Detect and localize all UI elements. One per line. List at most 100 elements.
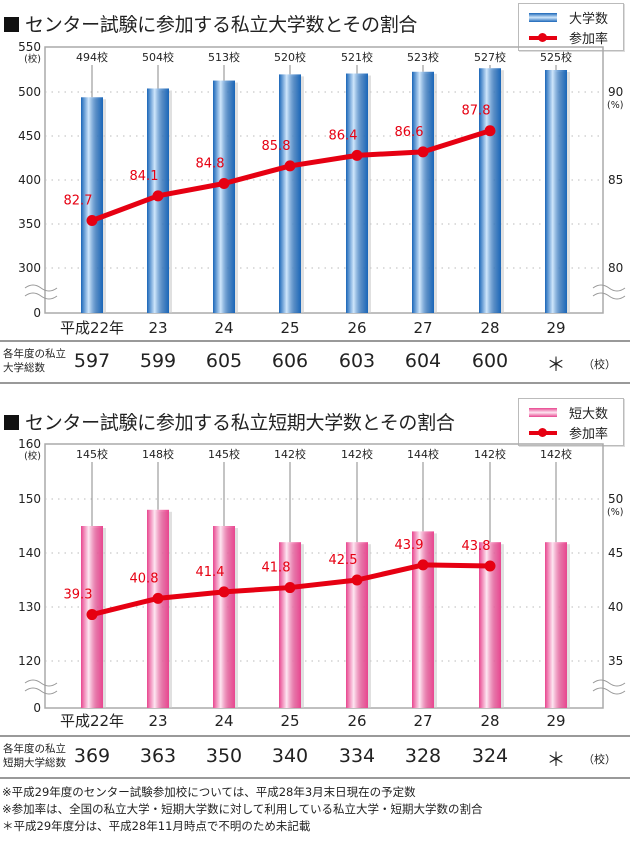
rate-point [417,146,429,158]
line-swatch-icon [529,32,557,42]
rate-point [86,214,98,226]
y2-tick-label: 50 [608,492,623,506]
legend-line-label: 参加率 [569,31,609,47]
axis-break-icon [24,687,58,695]
table-cell: 600 [471,350,509,372]
y-tick-label: 300 [18,261,41,275]
rate-value-label: 43.9 [395,538,424,553]
axis-break-icon [592,687,626,695]
x-tick-label: 24 [214,319,233,337]
axis-break-icon [24,284,58,292]
legend-bar-item: 大学数 [529,7,608,27]
rate-value-label: 86.6 [395,125,424,140]
rate-value-label: 43.8 [462,539,491,554]
table-cell: 599 [139,350,177,372]
bar-value-label: 494校 [76,50,108,64]
rate-point [484,125,496,137]
bar [279,74,301,314]
square-bullet-icon [4,415,19,430]
bar-value-label: 142校 [274,447,306,461]
legend-bar-label: 短大数 [569,406,609,422]
bar-value-label: 513校 [208,50,240,64]
bar [147,509,169,708]
y2-tick-label: 80 [608,261,623,275]
chart2-table-unit: （校） [583,753,616,766]
legend-bar-item: 短大数 [529,402,608,422]
bar-value-label: 527校 [474,50,506,64]
rate-point [152,190,164,202]
bar [213,526,235,708]
bar-swatch-icon [529,407,557,417]
line-swatch-icon [529,427,557,437]
footnotes: ※平成29年度のセンター試験参加校については、平成28年3月末日現在の予定数 ※… [2,784,482,835]
table-cell: 369 [73,745,111,767]
rate-point [417,559,429,571]
axis-break-icon [592,679,626,687]
x-tick-label: 27 [413,319,432,337]
y2-tick-label: 85 [608,173,623,187]
y2-tick-label: 45 [608,546,623,560]
table-cell: 334 [338,745,376,767]
rate-point [218,586,230,598]
x-tick-label: 28 [480,319,499,337]
chart1-legend: 大学数 参加率 [518,3,624,51]
chart2-title: センター試験に参加する私立短期大学数とその割合 [4,408,455,435]
table-cell: ＊ [546,354,566,376]
rate-point [351,149,363,161]
y-tick-label: 150 [18,492,41,506]
rate-point [284,582,296,594]
y-tick-label: 0 [33,306,41,320]
y-tick-label: 130 [18,600,41,614]
rate-point [284,160,296,172]
rate-point [351,574,363,586]
square-bullet-icon [4,17,19,32]
x-tick-label: 27 [413,712,432,730]
bar-swatch-icon [529,12,557,22]
rate-value-label: 41.4 [196,565,225,580]
axis-break-icon [24,679,58,687]
bar [213,80,235,313]
bar-value-label: 504校 [142,50,174,64]
y-tick-label: 350 [18,217,41,231]
rate-point [152,592,164,604]
rate-point [86,609,98,621]
x-tick-label: 28 [480,712,499,730]
rate-point [218,178,230,190]
y2-axis-unit: (%) [607,507,623,518]
y-axis-unit: (校) [24,450,41,462]
bar-value-label: 145校 [208,447,240,461]
footnote: ※平成29年度のセンター試験参加校については、平成28年3月末日現在の予定数 [2,785,416,799]
table-cell: 324 [471,745,509,767]
legend-line-label: 参加率 [569,426,609,442]
bar [279,542,301,708]
chart2-table-label: 各年度の私立 短期大学総数 [3,743,66,769]
bar [545,542,567,708]
bar [346,73,368,314]
bar [479,68,501,314]
table-cell: ＊ [546,749,566,771]
table-cell: 363 [139,745,177,767]
y-tick-label: 500 [18,85,41,99]
y2-axis-unit: (%) [607,100,623,111]
rate-value-label: 42.5 [329,553,358,568]
bar-value-label: 145校 [76,447,108,461]
bar-value-label: 525校 [540,50,572,64]
rate-value-label: 84.8 [196,157,225,172]
table-cell: 328 [404,745,442,767]
x-tick-label: 平成22年 [60,712,124,730]
bar-value-label: 148校 [142,447,174,461]
rate-value-label: 82.7 [64,193,93,208]
table-cell: 350 [205,745,243,767]
chart1-title: センター試験に参加する私立大学数とその割合 [4,10,417,37]
legend-bar-label: 大学数 [569,11,609,27]
rate-value-label: 85.8 [262,139,291,154]
bar [81,97,103,313]
x-tick-label: 25 [280,712,299,730]
x-tick-label: 24 [214,712,233,730]
legend-line-item: 参加率 [529,422,608,442]
axis-break-icon [24,292,58,300]
rate-value-label: 86.4 [329,128,358,143]
bar-value-label: 520校 [274,50,306,64]
y2-tick-label: 90 [608,85,623,99]
